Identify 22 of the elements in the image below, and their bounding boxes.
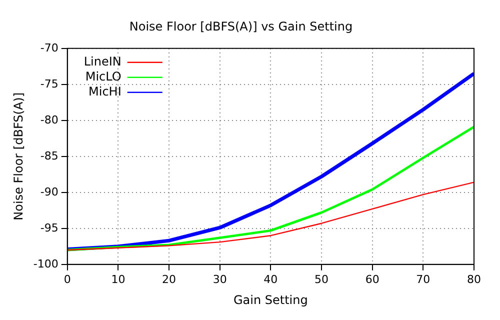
y-tick-label: -70: [40, 41, 58, 54]
x-tick-label: 10: [111, 272, 126, 286]
legend-label: MicLO: [85, 70, 122, 84]
x-tick-label: 0: [64, 272, 71, 286]
y-tick-label: -85: [40, 149, 58, 162]
y-tick-label: -80: [40, 113, 58, 126]
x-tick-label: 20: [162, 272, 176, 286]
y-tick-label: -90: [40, 185, 58, 198]
x-tick-label: 50: [314, 272, 329, 286]
y-tick-label: -75: [40, 77, 58, 90]
legend-label: MicHI: [88, 84, 122, 99]
x-tick-label: 60: [365, 272, 380, 286]
y-axis-title: Noise Floor [dBFS(A)]: [11, 92, 26, 220]
y-tick-label: -95: [40, 221, 58, 234]
x-tick-label: 80: [467, 272, 481, 286]
x-axis-title: Gain Setting: [233, 292, 308, 307]
chart-title: Noise Floor [dBFS(A)] vs Gain Setting: [129, 19, 353, 34]
x-tick-label: 30: [212, 272, 227, 286]
y-tick-label: -100: [33, 257, 58, 270]
x-tick-label: 70: [416, 272, 430, 286]
x-tick-label: 40: [264, 272, 278, 286]
legend-label: LineIN: [84, 54, 122, 69]
